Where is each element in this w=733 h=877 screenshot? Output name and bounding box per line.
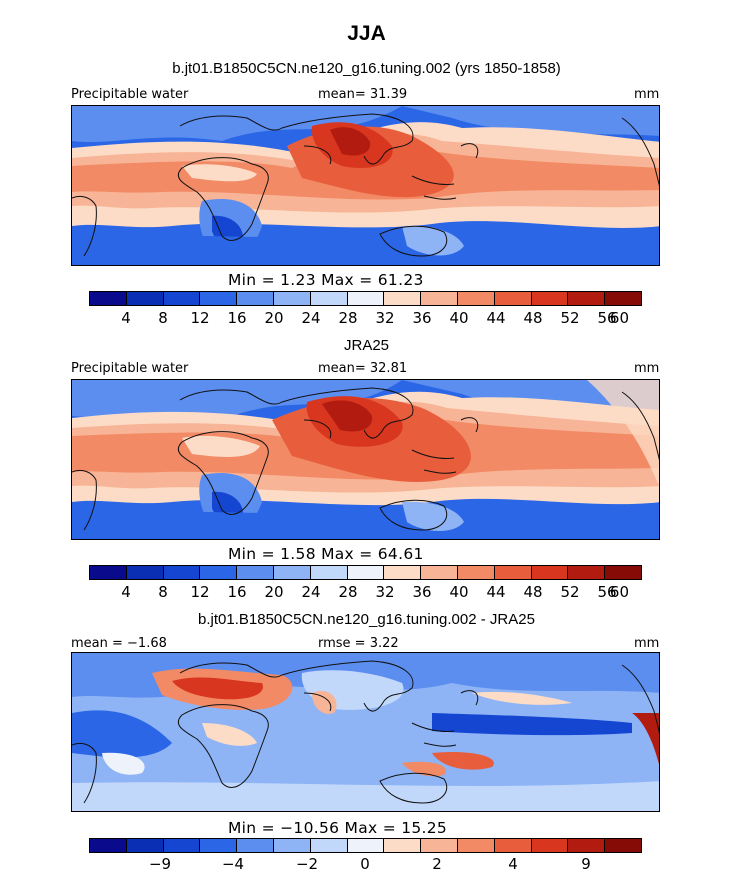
panel2-tick: 32 — [375, 583, 395, 601]
panel3-tick: −4 — [221, 855, 245, 873]
panel2-tick: 16 — [227, 583, 247, 601]
panel2-tick: 44 — [486, 583, 506, 601]
panel2-tick: 20 — [264, 583, 284, 601]
panel2-tick: 4 — [121, 583, 131, 601]
panel1-tick: 48 — [523, 309, 543, 327]
panel2-tick: 12 — [190, 583, 210, 601]
panel1-tick: 24 — [301, 309, 321, 327]
panel2-tick: 24 — [301, 583, 321, 601]
panel3-mean-label: mean = −1.68 — [71, 636, 167, 651]
panel1-tick: 8 — [158, 309, 168, 327]
panel3-map — [71, 652, 660, 812]
panel1-tick: 56 — [597, 309, 617, 327]
panel2-tick: 52 — [560, 583, 580, 601]
panel1-tick: 20 — [264, 309, 284, 327]
panel3-tick: 2 — [432, 855, 442, 873]
panel1-tick: 4 — [121, 309, 131, 327]
panel1-variable-label: Precipitable water — [71, 87, 189, 102]
panel3-tick: 9 — [581, 855, 591, 873]
panel3-tick: −9 — [148, 855, 172, 873]
panel2-min-max: Min = 1.58 Max = 64.61 — [228, 545, 424, 563]
panel3-tick: 4 — [508, 855, 518, 873]
panel2-tick: 36 — [412, 583, 432, 601]
panel1-tick: 36 — [412, 309, 432, 327]
panel2-tick: 48 — [523, 583, 543, 601]
panel2-tick: 60 — [609, 583, 629, 601]
panel1-tick: 32 — [375, 309, 395, 327]
panel3-rmse-label: rmse = 3.22 — [318, 636, 399, 651]
panel2-title: JRA25 — [343, 337, 390, 354]
season-title: JJA — [347, 22, 386, 45]
panel1-tick: 16 — [227, 309, 247, 327]
panel1-tick: 40 — [449, 309, 469, 327]
panel2-variable-label: Precipitable water — [71, 361, 189, 376]
panel1-colorbar — [89, 291, 642, 306]
panel2-tick: 56 — [597, 583, 617, 601]
panel3-tick: 0 — [360, 855, 370, 873]
panel3-unit-label: mm — [634, 636, 660, 651]
panel2-tick: 40 — [449, 583, 469, 601]
panel1-tick: 28 — [338, 309, 358, 327]
model-title: b.jt01.B1850C5CN.ne120_g16.tuning.002 (y… — [172, 60, 561, 77]
panel2-unit-label: mm — [634, 361, 660, 376]
panel3-colorbar — [89, 838, 642, 853]
panel1-tick: 60 — [609, 309, 629, 327]
panel2-tick: 8 — [158, 583, 168, 601]
panel1-tick: 12 — [190, 309, 210, 327]
panel1-tick: 44 — [486, 309, 506, 327]
panel2-map — [71, 379, 660, 540]
panel3-min-max: Min = −10.56 Max = 15.25 — [228, 819, 448, 837]
panel2-mean-label: mean= 32.81 — [318, 361, 408, 376]
panel2-tick: 28 — [338, 583, 358, 601]
panel1-min-max: Min = 1.23 Max = 61.23 — [228, 271, 424, 289]
panel1-mean-label: mean= 31.39 — [318, 87, 408, 102]
panel2-colorbar — [89, 565, 642, 580]
panel1-map — [71, 105, 660, 266]
panel3-tick: −2 — [295, 855, 319, 873]
panel1-tick: 52 — [560, 309, 580, 327]
panel3-title: b.jt01.B1850C5CN.ne120_g16.tuning.002 - … — [198, 611, 535, 628]
panel1-unit-label: mm — [634, 87, 660, 102]
